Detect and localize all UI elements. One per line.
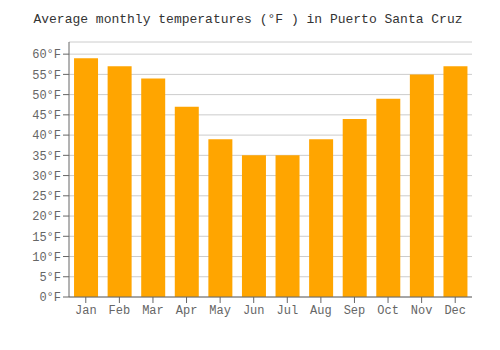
html-text:Average monthly temperatures (: Average monthly temperatures (°F ) in Pu…	[33, 12, 463, 27]
svg-text:Jun: Jun	[243, 304, 265, 318]
svg-text:Mar: Mar	[142, 304, 164, 318]
svg-text:35°F: 35°F	[32, 150, 61, 164]
svg-text:55°F: 55°F	[32, 69, 61, 83]
svg-text:60°F: 60°F	[32, 48, 61, 62]
svg-text:Nov: Nov	[411, 304, 433, 318]
svg-text:5°F: 5°F	[39, 271, 61, 285]
svg-text:Oct: Oct	[377, 304, 399, 318]
svg-text:Sep: Sep	[344, 304, 366, 318]
svg-text:30°F: 30°F	[32, 170, 61, 184]
svg-text:20°F: 20°F	[32, 210, 61, 224]
svg-text:Dec: Dec	[444, 304, 466, 318]
svg-text:45°F: 45°F	[32, 109, 61, 123]
svg-text:15°F: 15°F	[32, 231, 61, 245]
svg-text:40°F: 40°F	[32, 129, 61, 143]
svg-text:10°F: 10°F	[32, 251, 61, 265]
svg-text:Jul: Jul	[276, 304, 298, 318]
svg-text:May: May	[209, 304, 231, 318]
svg-text:Aug: Aug	[310, 304, 332, 318]
svg-text:Apr: Apr	[176, 304, 198, 318]
svg-text:0°F: 0°F	[39, 291, 61, 305]
svg-text:Feb: Feb	[109, 304, 131, 318]
svg-text:Jan: Jan	[75, 304, 97, 318]
svg-text:50°F: 50°F	[32, 89, 61, 103]
svg-text:25°F: 25°F	[32, 190, 61, 204]
